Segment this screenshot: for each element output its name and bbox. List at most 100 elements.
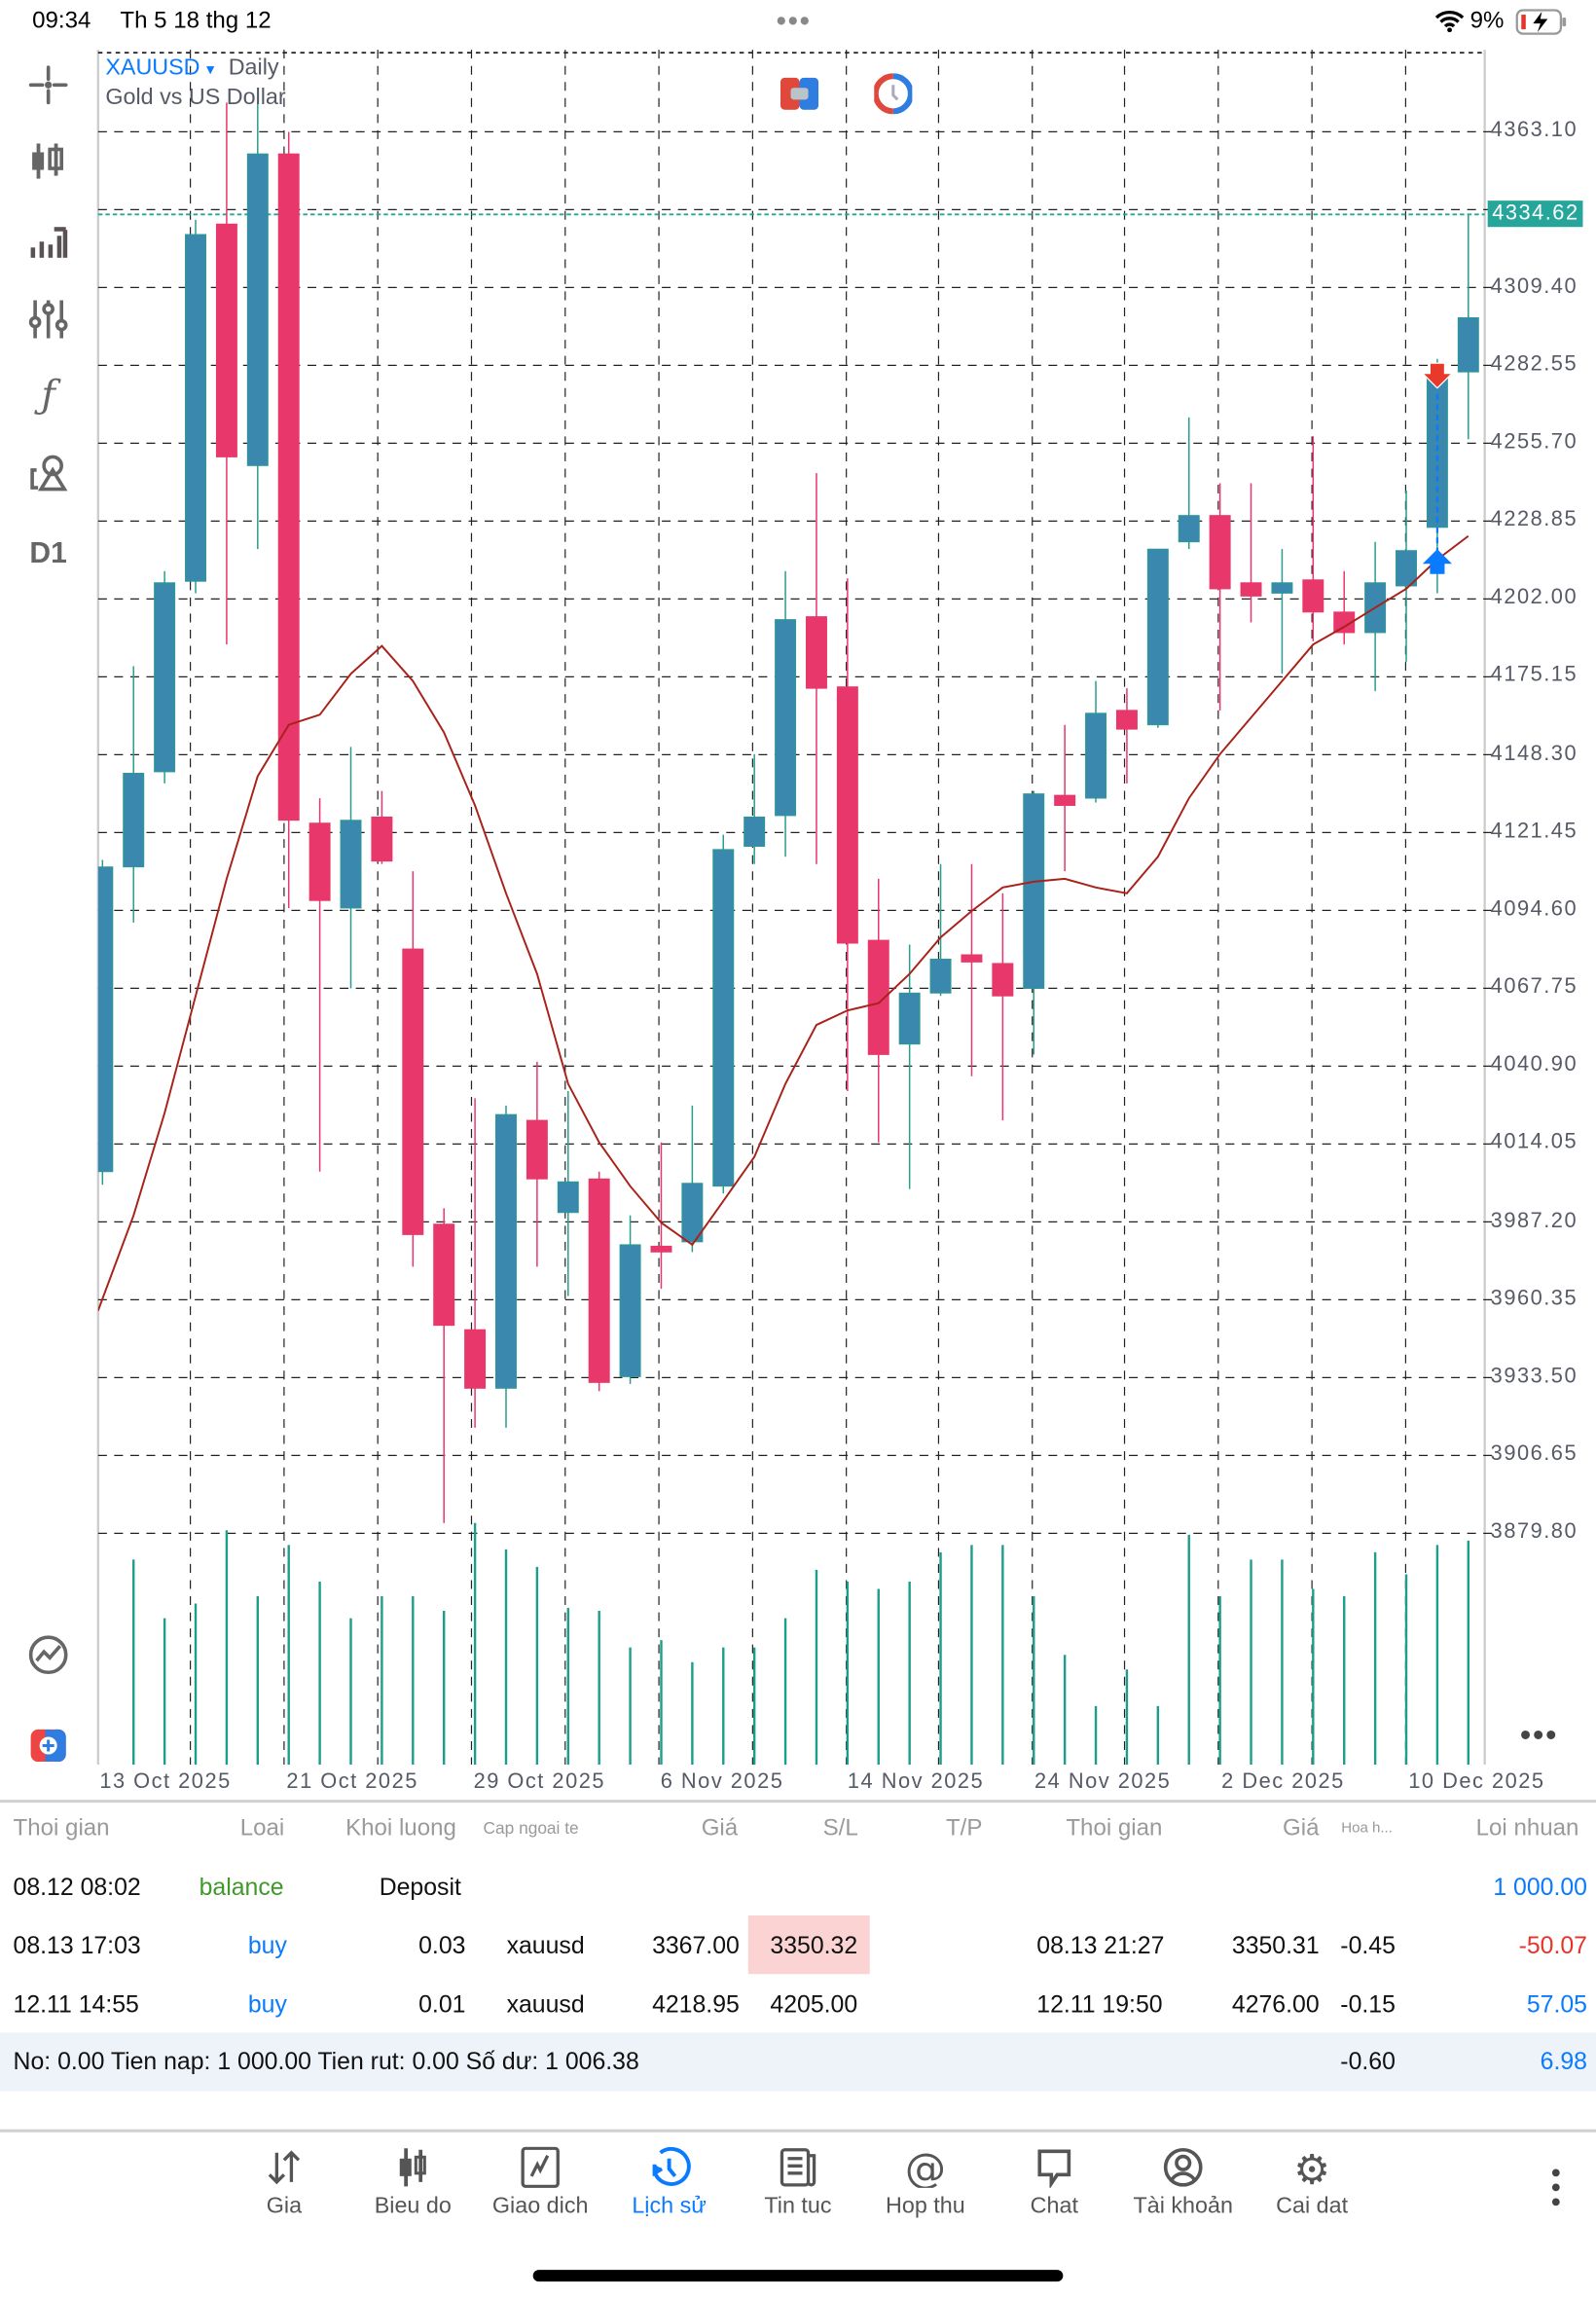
candle-bullish[interactable] — [681, 1183, 704, 1243]
col-close-time[interactable]: Thoi gian — [1066, 1815, 1163, 1841]
candle-bullish[interactable] — [1146, 548, 1169, 726]
sl-hit-highlight — [747, 1915, 870, 1975]
chart-type-candles-icon[interactable] — [23, 136, 73, 186]
price-axis-label: 4148.30 — [1490, 742, 1578, 766]
candle-bullish[interactable] — [1085, 712, 1107, 799]
price-axis-label: 4228.85 — [1490, 508, 1578, 532]
nav-chart[interactable]: Bieu do — [350, 2147, 476, 2220]
candle-bullish[interactable] — [154, 582, 176, 773]
deal-type: balance — [199, 1874, 284, 1901]
candle-bearish[interactable] — [215, 223, 237, 457]
multitask-dots-icon[interactable]: ••• — [776, 6, 812, 39]
crosshair-icon[interactable] — [23, 60, 73, 110]
col-volume[interactable]: Khoi luong — [345, 1815, 456, 1841]
svg-text:⚙: ⚙ — [1293, 2147, 1330, 2188]
symbol-selector[interactable]: XAUUSD ▾ — [105, 55, 215, 81]
candle-bullish[interactable] — [712, 849, 735, 1187]
candle-bullish[interactable] — [1396, 550, 1418, 587]
candle-bearish[interactable] — [836, 686, 858, 944]
col-type[interactable]: Loai — [239, 1815, 285, 1841]
close-price: 4276.00 — [1231, 1991, 1320, 2019]
candle-bearish[interactable] — [402, 948, 424, 1235]
nav-more-icon[interactable]: ● ● ● — [1550, 2161, 1562, 2211]
candle-bearish[interactable] — [371, 816, 393, 862]
nav-quotes[interactable]: Gia — [221, 2147, 346, 2220]
candle-bullish[interactable] — [775, 619, 797, 817]
candle-bearish[interactable] — [805, 616, 827, 689]
candle-bullish[interactable] — [185, 234, 206, 582]
nav-mailbox[interactable]: @ Hop thu — [862, 2147, 988, 2220]
col-symbol[interactable]: Cap ngoai te — [483, 1820, 579, 1839]
sell-arrow-icon — [1421, 362, 1454, 389]
profit: 57.05 — [1526, 1991, 1587, 2019]
candle-bullish[interactable] — [340, 820, 362, 909]
candle-bullish[interactable] — [123, 773, 145, 868]
col-commission[interactable]: Hoa h... — [1341, 1820, 1393, 1837]
col-profit[interactable]: Loi nhuan — [1475, 1815, 1579, 1841]
trade-icon — [521, 2146, 560, 2188]
candle-bullish[interactable] — [1426, 377, 1448, 529]
nav-trade[interactable]: Giao dich — [477, 2146, 602, 2220]
one-click-trade-icon[interactable] — [780, 77, 819, 118]
candle-bearish[interactable] — [526, 1119, 548, 1180]
col-sl[interactable]: S/L — [822, 1815, 858, 1841]
date-axis-label: 13 Oct 2025 — [99, 1770, 232, 1795]
nav-history[interactable]: Lịch sử — [606, 2146, 732, 2220]
col-open-time[interactable]: Thoi gian — [13, 1815, 110, 1841]
timeframe-button[interactable]: D1 — [29, 536, 67, 569]
price-chart[interactable] — [0, 0, 1596, 1802]
candle-bearish[interactable] — [961, 954, 983, 963]
deal-type: buy — [247, 1991, 287, 2019]
close-price: 3350.31 — [1231, 1933, 1320, 1960]
market-clock-icon[interactable] — [872, 73, 914, 122]
nav-news[interactable]: Tin tuc — [735, 2147, 860, 2220]
col-close-price[interactable]: Giá — [1283, 1815, 1320, 1841]
candle-bearish[interactable] — [464, 1329, 487, 1389]
symbol-description: Gold vs US Dollar — [105, 85, 286, 110]
candle-bullish[interactable] — [1023, 793, 1045, 989]
candle-bearish[interactable] — [650, 1245, 672, 1253]
candle-bullish[interactable] — [495, 1113, 517, 1389]
candle-bearish[interactable] — [867, 939, 889, 1055]
col-price[interactable]: Giá — [701, 1815, 739, 1841]
candle-bullish[interactable] — [619, 1244, 641, 1377]
nav-settings[interactable]: ⚙ Cai dat — [1276, 2146, 1349, 2219]
function-icon[interactable]: ƒ — [41, 373, 55, 418]
candle-bearish[interactable] — [1115, 710, 1138, 730]
home-indicator[interactable] — [532, 2270, 1064, 2282]
wifi-icon — [1434, 9, 1465, 40]
candle-bearish[interactable] — [1209, 515, 1231, 590]
candle-bullish[interactable] — [1457, 316, 1479, 373]
candle-bearish[interactable] — [1054, 794, 1076, 806]
candle-bearish[interactable] — [277, 153, 300, 821]
candle-bearish[interactable] — [1333, 611, 1356, 634]
candle-bearish[interactable] — [1240, 582, 1262, 597]
more-options-icon[interactable]: ••• — [1519, 1716, 1559, 1754]
chat-icon — [1037, 2149, 1071, 2188]
candle-bearish[interactable] — [588, 1178, 610, 1383]
candle-bearish[interactable] — [1302, 579, 1324, 613]
candle-bullish[interactable] — [557, 1181, 579, 1214]
candles — [92, 102, 1479, 1523]
battery-charging-icon — [1515, 9, 1568, 43]
moving-average-line — [97, 534, 1469, 1311]
col-tp[interactable]: T/P — [945, 1815, 983, 1841]
candle-bearish[interactable] — [308, 822, 331, 901]
candle-bullish[interactable] — [744, 816, 766, 847]
summary-commission: -0.60 — [1340, 2048, 1396, 2076]
candle-bearish[interactable] — [992, 963, 1014, 997]
objects-shapes-icon[interactable] — [23, 448, 73, 497]
indicators-sliders-icon[interactable] — [23, 293, 73, 343]
nav-chat[interactable]: Chat — [992, 2147, 1117, 2220]
candle-bullish[interactable] — [1271, 582, 1293, 594]
candle-bearish[interactable] — [433, 1223, 455, 1327]
candle-bullish[interactable] — [92, 866, 114, 1173]
nav-account[interactable]: Tài khoản — [1120, 2147, 1246, 2220]
one-click-trading-icon[interactable] — [23, 1721, 73, 1770]
candle-bullish[interactable] — [929, 958, 952, 994]
trade-levels-icon[interactable] — [23, 1630, 73, 1680]
candle-bullish[interactable] — [246, 153, 269, 466]
candle-bullish[interactable] — [898, 992, 921, 1045]
candle-bullish[interactable] — [1178, 515, 1200, 543]
volume-indicator-icon[interactable] — [23, 217, 73, 267]
